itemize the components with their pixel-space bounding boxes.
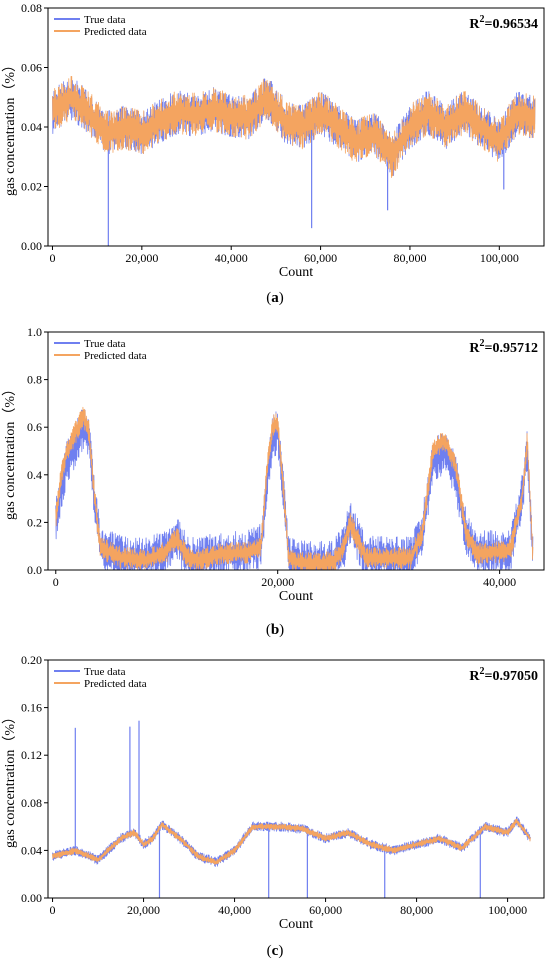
x-tick-label: 20,000 [125, 251, 158, 265]
plot-area [55, 406, 534, 570]
x-tick-label: 40,000 [215, 251, 248, 265]
x-tick-label: 100,000 [480, 251, 519, 265]
r-squared-label: R2=0.96534 [469, 14, 538, 32]
x-tick-label: 100,000 [488, 903, 527, 917]
legend-label: True data [84, 338, 126, 350]
y-tick-label: 0.00 [21, 239, 42, 253]
figure-caption: (a) [266, 290, 284, 306]
y-tick-label: 0.6 [27, 420, 42, 434]
figure-caption: (c) [267, 943, 284, 959]
y-tick-label: 0.16 [21, 701, 42, 715]
y-tick-label: 0.04 [21, 120, 42, 134]
y-axis-label: gas concentration（%） [2, 710, 18, 848]
x-tick-label: 80,000 [400, 903, 433, 917]
y-tick-label: 0.12 [21, 748, 42, 762]
y-tick-label: 1.0 [27, 325, 42, 339]
y-tick-label: 0.00 [21, 891, 42, 905]
x-axis-label: Count [279, 917, 313, 932]
plot-area [52, 720, 531, 898]
plot-frame [47, 331, 545, 571]
series-line-true-data [55, 409, 534, 570]
series-line-predicted-data [52, 76, 536, 179]
x-tick-label: 0 [49, 251, 55, 265]
y-tick-label: 0.8 [27, 373, 42, 387]
legend-label: Predicted data [84, 26, 147, 38]
r-squared-label: R2=0.95712 [469, 338, 538, 356]
y-tick-label: 0.2 [27, 515, 42, 529]
y-tick-label: 0.04 [21, 843, 42, 857]
legend-label: Predicted data [84, 350, 147, 362]
x-tick-label: 0 [53, 575, 59, 589]
plot-frame [47, 659, 545, 899]
y-tick-label: 0.06 [21, 61, 42, 75]
y-tick-label: 0.20 [21, 653, 42, 667]
x-tick-label: 40,000 [483, 575, 516, 589]
x-tick-label: 20,000 [127, 903, 160, 917]
y-axis-label: gas concentration（%） [2, 382, 18, 520]
y-tick-label: 0.02 [21, 180, 42, 194]
chart-panel-2: 0 20,000 40,000 0.0 0.2 0.4 0.6 0.8 1.0 Count gas … [2, 325, 545, 638]
figure-caption: (b) [266, 622, 284, 638]
legend-label: True data [84, 666, 126, 678]
y-tick-label: 0.4 [27, 468, 42, 482]
y-tick-label: 0.08 [21, 796, 42, 810]
y-axis-label: gas concentration（%） [2, 58, 18, 196]
r-squared-label: R2=0.97050 [469, 666, 538, 684]
chart-panel-3: 0 20,000 40,000 60,000 80,000 100,000 0.00 0.04… [2, 653, 545, 959]
y-tick-label: 0.08 [21, 1, 42, 15]
x-tick-label: 0 [50, 903, 56, 917]
series-line-true-data [52, 816, 531, 867]
series-line-predicted-data [55, 406, 534, 570]
chart-panel-1: 0 20,000 40,000 60,000 80,000 100,000 0.00 0.02… [2, 1, 545, 306]
series-line-predicted-data [52, 818, 531, 865]
x-tick-label: 80,000 [393, 251, 426, 265]
plot-area [52, 76, 536, 246]
x-tick-label: 60,000 [304, 251, 337, 265]
x-axis-label: Count [279, 265, 313, 280]
x-tick-label: 40,000 [218, 903, 251, 917]
x-tick-label: 20,000 [261, 575, 294, 589]
legend-label: Predicted data [84, 678, 147, 690]
y-tick-label: 0.0 [27, 563, 42, 577]
x-tick-label: 60,000 [309, 903, 342, 917]
legend-label: True data [84, 14, 126, 26]
x-axis-label: Count [279, 589, 313, 604]
